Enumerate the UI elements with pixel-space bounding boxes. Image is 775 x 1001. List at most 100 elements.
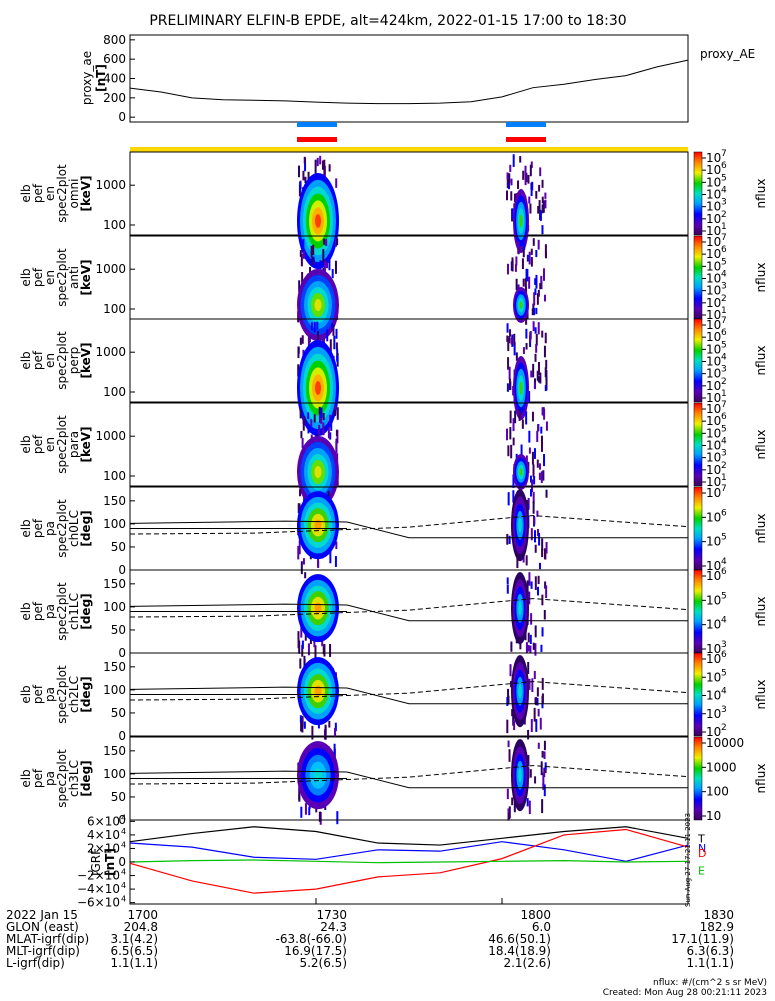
spectrum-blob	[314, 299, 322, 311]
noise-pixel	[506, 577, 509, 585]
noise-pixel	[527, 755, 530, 766]
igrf-ytick-exponent: 4	[121, 881, 126, 890]
colorbar-tick-exponent: 6	[721, 161, 727, 171]
event-2-data	[506, 739, 547, 821]
ylabel-line: ch1LC	[67, 593, 81, 630]
igrf-series-N	[129, 841, 689, 862]
ylabel-line: pef	[31, 768, 45, 788]
noise-pixel	[527, 497, 530, 510]
plot-title: PRELIMINARY ELFIN-B EPDE, alt=424km, 202…	[149, 13, 626, 29]
colorbar-tick-label: 10	[706, 247, 721, 261]
ylabel-line: elb	[19, 351, 33, 369]
colorbar-tick-exponent: 7	[721, 316, 727, 326]
igrf-ytick-exponent: 4	[121, 813, 126, 822]
colorbar-tick-label: 10	[706, 212, 721, 226]
noise-pixel	[545, 359, 548, 369]
colorbar-tick-label: 10	[706, 402, 721, 416]
noise-pixel	[512, 490, 515, 503]
colorbar-tick-label: 10	[706, 151, 721, 165]
noise-pixel	[326, 329, 329, 342]
ephemeris-value: 1.1(1.1)	[686, 956, 734, 970]
colorbar	[693, 652, 703, 737]
noise-pixel	[297, 638, 300, 649]
noise-pixel	[525, 411, 528, 425]
ytick-label: 1000	[95, 429, 126, 443]
colorbar-tick-exponent: 2	[721, 723, 727, 733]
noise-pixel	[297, 503, 300, 514]
noise-pixel	[532, 363, 535, 378]
igrf-series-label: N	[698, 842, 706, 855]
noise-pixel	[317, 553, 320, 567]
noise-pixel	[322, 422, 325, 435]
noise-pixel	[507, 357, 510, 370]
ylabel-line: en	[43, 270, 57, 285]
colorbar-tick-label: 10	[706, 367, 721, 381]
igrf-ytick-label: −2×10	[77, 869, 120, 883]
ytick-label: 1000	[95, 178, 126, 192]
noise-pixel	[303, 156, 306, 164]
noise-pixel	[539, 283, 542, 290]
spectrum-blob	[315, 214, 321, 228]
noise-pixel	[525, 455, 528, 464]
ytick-label: 150	[103, 494, 126, 508]
noise-pixel	[544, 294, 547, 302]
ylabel-line: anti	[67, 266, 81, 289]
noise-pixel	[299, 715, 302, 723]
noise-pixel	[537, 361, 540, 376]
noise-pixel	[507, 812, 510, 819]
noise-pixel	[543, 784, 546, 797]
noise-pixel	[512, 474, 515, 488]
noise-pixel	[511, 797, 514, 806]
noise-pixel	[541, 627, 544, 637]
noise-pixel	[541, 204, 544, 214]
ylabel-line: [deg]	[79, 510, 93, 546]
ytick-label: 50	[111, 706, 126, 720]
orbit-1-blue-bar	[297, 122, 337, 127]
noise-pixel	[533, 475, 536, 485]
noise-pixel	[507, 688, 510, 698]
ytick-label: 100	[103, 385, 126, 399]
colorbar-tick-exponent: 2	[721, 377, 727, 387]
ylabel-line: en	[43, 437, 57, 452]
noise-pixel	[534, 288, 537, 296]
noise-pixel	[323, 238, 326, 245]
noise-pixel	[318, 811, 321, 822]
noise-pixel	[532, 464, 535, 477]
noise-pixel	[316, 157, 319, 167]
noise-pixel	[518, 409, 521, 421]
proxy-ae-legend: proxy_AE	[700, 47, 755, 61]
colorbar-tick-exponent: 7	[721, 149, 727, 159]
noise-pixel	[297, 311, 300, 323]
ephemeris-value: 5.2(6.5)	[299, 956, 347, 970]
noise-pixel	[530, 257, 533, 267]
noise-pixel	[510, 680, 513, 688]
noise-pixel	[537, 586, 540, 596]
event-2-data	[506, 321, 548, 420]
noise-pixel	[328, 720, 331, 728]
noise-pixel	[539, 210, 542, 221]
ytick-label: 1000	[95, 262, 126, 276]
colorbar-tick-label: 10	[706, 188, 721, 202]
ylabel-line: elb	[19, 685, 33, 703]
noise-pixel	[540, 471, 543, 484]
noise-pixel	[318, 406, 321, 415]
noise-pixel	[297, 346, 300, 354]
noise-pixel	[538, 463, 541, 470]
ephemeris-label: GLON (east)	[6, 920, 79, 934]
colorbar-tick-exponent: 4	[721, 557, 727, 567]
noise-pixel	[304, 157, 307, 172]
noise-pixel	[537, 424, 540, 432]
noise-pixel	[302, 558, 305, 565]
ephemeris-value: 24.3	[320, 920, 347, 934]
colorbar-tick-label: 10	[706, 486, 721, 500]
noise-pixel	[541, 225, 544, 235]
proxy-ae-ylabel-line2: [nT]	[94, 64, 108, 92]
ephemeris-value: 182.9	[699, 920, 734, 934]
noise-pixel	[509, 410, 512, 424]
noise-pixel	[325, 239, 328, 247]
igrf-ytick-label: 2×10	[87, 841, 120, 855]
